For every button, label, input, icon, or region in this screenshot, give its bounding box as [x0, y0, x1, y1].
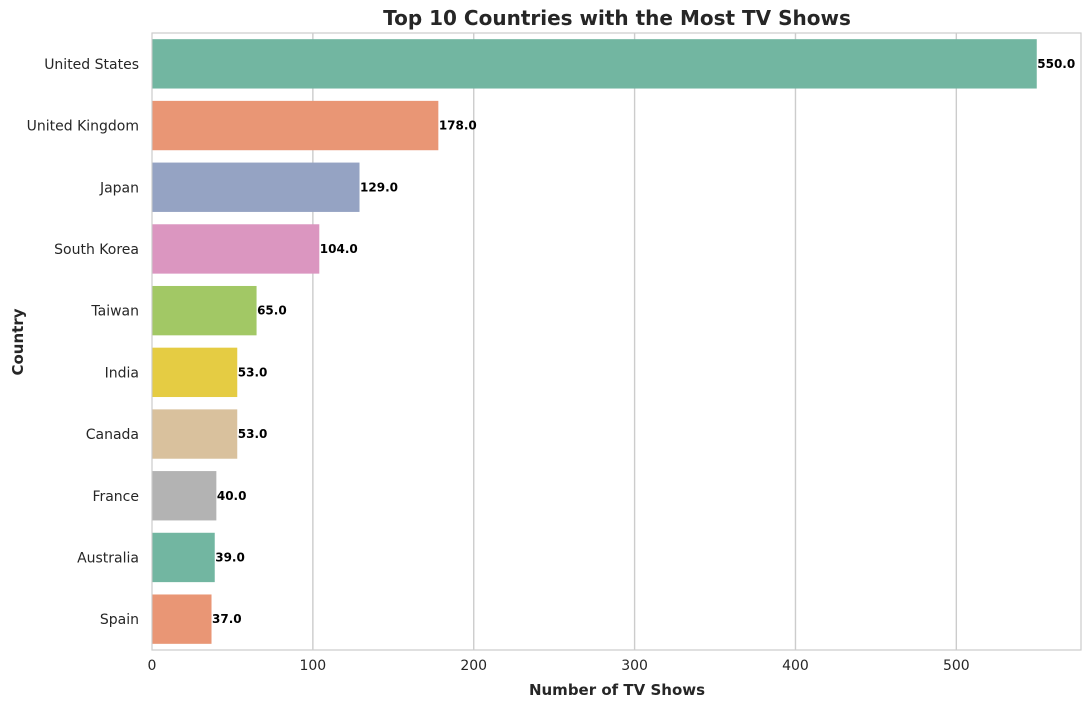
y-tick-label: India [105, 365, 139, 381]
bar-value-label: 40.0 [217, 489, 247, 503]
x-tick-label: 300 [621, 658, 648, 674]
x-tick-label: 0 [148, 658, 157, 674]
bar [152, 409, 238, 459]
chart-title: Top 10 Countries with the Most TV Shows [383, 6, 851, 30]
y-tick-label: Taiwan [90, 304, 139, 320]
x-tick-label: 400 [782, 658, 809, 674]
y-tick-label: South Korea [54, 242, 139, 258]
bar [152, 532, 215, 583]
bar-value-label: 104.0 [320, 242, 358, 256]
bar [152, 285, 257, 336]
x-tick-label: 100 [299, 658, 326, 674]
y-tick-label: Japan [99, 180, 139, 196]
y-tick-label: Spain [100, 612, 139, 628]
bar-value-label: 39.0 [215, 550, 245, 564]
bar-value-label: 53.0 [238, 427, 268, 441]
x-axis-label: Number of TV Shows [529, 681, 705, 699]
bar [152, 594, 212, 644]
y-tick-label: United States [44, 57, 139, 73]
y-tick-label: France [92, 489, 139, 505]
data-labels: 550.0 178.0 129.0 104.0 65.0 53.0 53.0 40.0 39.0… [212, 57, 1075, 626]
y-axis-label: Country [9, 308, 27, 375]
y-tick-labels: United States United Kingdom Japan South Ko… [27, 57, 139, 628]
bar [152, 39, 1037, 89]
y-tick-label: United Kingdom [27, 119, 139, 135]
x-tick-label: 200 [460, 658, 487, 674]
bar [152, 162, 360, 212]
y-tick-label: Canada [86, 427, 139, 443]
x-tick-label: 500 [943, 658, 970, 674]
bar [152, 100, 439, 151]
bar-value-label: 550.0 [1037, 57, 1075, 71]
y-tick-label: Australia [77, 550, 139, 566]
bar-value-label: 178.0 [439, 119, 477, 133]
x-tick-labels: 0 100 200 300 400 500 [148, 658, 970, 674]
bar [152, 347, 238, 398]
bar-value-label: 37.0 [212, 612, 242, 626]
bar [152, 224, 320, 274]
bar-value-label: 53.0 [238, 365, 268, 379]
bar [152, 471, 217, 521]
bars [152, 39, 1037, 644]
bar-value-label: 129.0 [360, 180, 398, 194]
bar-value-label: 65.0 [257, 304, 287, 318]
